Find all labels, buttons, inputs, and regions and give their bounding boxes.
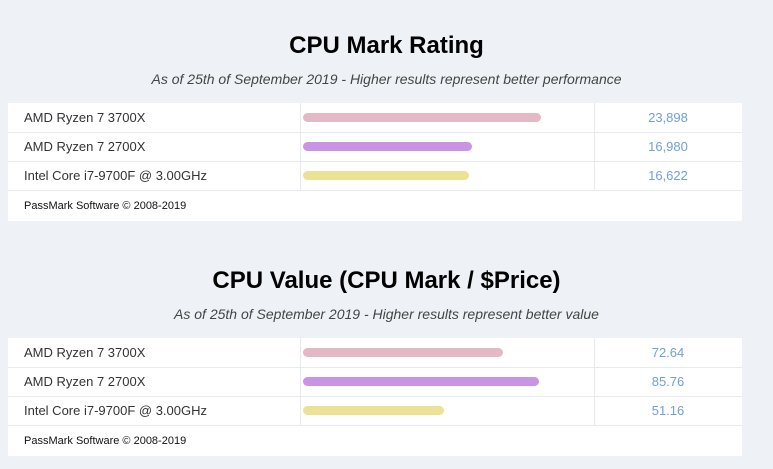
- bar: [303, 113, 541, 122]
- cpu-name[interactable]: Intel Core i7-9700F @ 3.00GHz: [24, 168, 208, 183]
- cpu-name[interactable]: AMD Ryzen 7 3700X: [24, 110, 146, 125]
- bar: [303, 348, 503, 357]
- bar-cell: [300, 103, 595, 132]
- footer-credit: PassMark Software © 2008-2019: [24, 200, 187, 212]
- chart-title: CPU Value (CPU Mark / $Price): [212, 267, 561, 294]
- table-row: AMD Ryzen 7 3700X 72.64: [8, 338, 742, 368]
- bar: [303, 171, 469, 180]
- table-row: AMD Ryzen 7 2700X 85.76: [8, 367, 742, 397]
- chart-subtitle: As of 25th of September 2019 - Higher re…: [151, 71, 622, 87]
- bar-cell: [300, 161, 595, 190]
- cpu-name[interactable]: AMD Ryzen 7 2700X: [24, 139, 146, 154]
- bar-cell: [300, 338, 595, 367]
- table-row: AMD Ryzen 7 2700X 16,980: [8, 132, 742, 162]
- cpu-name[interactable]: Intel Core i7-9700F @ 3.00GHz: [24, 403, 208, 418]
- table-row: AMD Ryzen 7 3700X 23,898: [8, 103, 742, 133]
- value-label: 85.76: [651, 374, 685, 389]
- value-label: 23,898: [648, 110, 688, 125]
- value-label: 51.16: [651, 403, 685, 418]
- table-row: Intel Core i7-9700F @ 3.00GHz 16,622: [8, 161, 742, 191]
- value-label: 72.64: [651, 345, 685, 360]
- value-label: 16,622: [648, 168, 688, 183]
- chart-panel: AMD Ryzen 7 3700X 72.64 AMD Ryzen 7 2700…: [8, 338, 742, 456]
- value-label: 16,980: [648, 139, 688, 154]
- bar: [303, 142, 472, 151]
- cpu-name[interactable]: AMD Ryzen 7 3700X: [24, 345, 146, 360]
- table-row: Intel Core i7-9700F @ 3.00GHz 51.16: [8, 396, 742, 426]
- bar: [303, 406, 444, 415]
- bar: [303, 377, 539, 386]
- chart-subtitle: As of 25th of September 2019 - Higher re…: [174, 306, 599, 322]
- chart-title: CPU Mark Rating: [289, 32, 484, 59]
- chart-panel: AMD Ryzen 7 3700X 23,898 AMD Ryzen 7 270…: [8, 103, 742, 221]
- footer-credit: PassMark Software © 2008-2019: [24, 435, 187, 447]
- bar-cell: [300, 132, 595, 161]
- bar-cell: [300, 367, 595, 396]
- bar-cell: [300, 396, 595, 425]
- cpu-name[interactable]: AMD Ryzen 7 2700X: [24, 374, 146, 389]
